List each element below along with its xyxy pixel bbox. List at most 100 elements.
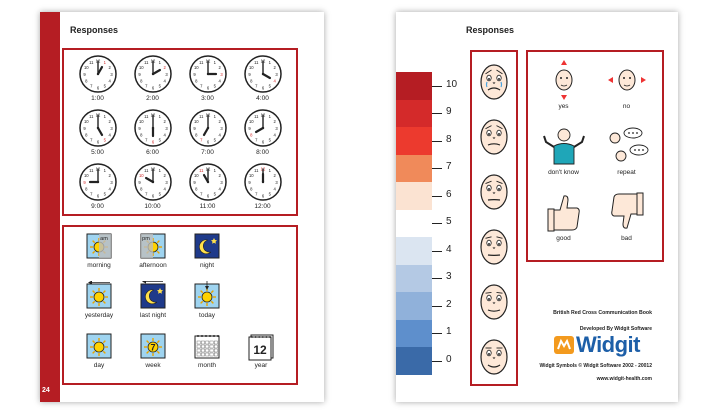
svg-text:1: 1 [268,114,271,119]
svg-text:6: 6 [151,193,154,198]
svg-text:8: 8 [250,187,253,192]
time-symbol-label: afternoon [139,262,167,269]
svg-text:7: 7 [90,83,93,88]
response-item[interactable]: good [532,190,595,256]
response-item[interactable]: bad [595,190,658,256]
svg-text:10: 10 [248,119,253,124]
svg-text:9: 9 [248,180,251,185]
svg-text:4: 4 [108,79,111,84]
widgit-logo-text: Widgit [576,332,641,357]
svg-text:6: 6 [96,193,99,198]
clock-item: 12345678910111211:00 [180,162,235,216]
svg-text:2: 2 [108,173,111,178]
svg-text:10: 10 [83,119,88,124]
svg-text:9: 9 [138,72,141,77]
time-symbol-label: today [199,312,215,319]
svg-text:1: 1 [158,114,161,119]
afternoon-icon: pm [140,233,166,259]
response-label: good [556,235,571,242]
time-symbol-item: am morning [72,231,126,281]
svg-text:2: 2 [163,65,166,70]
face-worried-icon [480,229,508,265]
svg-text:2: 2 [108,119,111,124]
svg-text:8: 8 [140,79,143,84]
svg-text:3: 3 [275,126,278,131]
svg-text:2: 2 [163,119,166,124]
svg-text:5: 5 [213,137,216,142]
pain-scale-segment [396,319,432,347]
clock-item: 1234567891011129:00 [70,162,125,216]
svg-text:11: 11 [199,114,204,119]
time-symbol-label: morning [87,262,111,269]
pain-scale-label: 2 [446,298,452,310]
clock-item: 1234567891011121:00 [70,54,125,108]
response-item[interactable]: don't know [532,124,595,190]
time-symbol-item: today [180,281,234,331]
svg-text:10: 10 [83,173,88,178]
svg-text:11: 11 [144,60,149,65]
empty-cell [234,231,288,281]
pain-scale-label: 10 [446,78,458,90]
clock-label: 11:00 [199,203,216,210]
time-symbol-item: pm afternoon [126,231,180,281]
svg-text:5: 5 [268,191,271,196]
response-item[interactable]: no [595,58,658,124]
svg-text:7: 7 [150,343,155,353]
svg-text:8: 8 [195,187,198,192]
response-label: bad [621,235,632,242]
svg-text:4: 4 [273,187,276,192]
week-icon: 7 [140,333,166,359]
night-icon [194,233,220,259]
clock-label: 5:00 [91,149,104,156]
svg-text:2: 2 [273,173,276,178]
red-side-band [40,12,60,402]
website-link[interactable]: www.widgit-health.com [596,376,652,382]
svg-text:9: 9 [193,126,196,131]
clock-item: 1234567891011125:00 [70,108,125,162]
shaking-head-icon [607,69,646,91]
svg-text:9: 9 [138,180,141,185]
svg-text:2: 2 [273,65,276,70]
svg-text:5: 5 [213,83,216,88]
clock-item: 1234567891011124:00 [235,54,290,108]
svg-text:6: 6 [96,139,99,144]
svg-text:5: 5 [268,83,271,88]
svg-text:6: 6 [261,139,264,144]
last-night-icon [140,281,166,309]
svg-text:8: 8 [195,79,198,84]
response-item[interactable]: yes [532,58,595,124]
svg-text:3: 3 [275,180,278,185]
pain-scale-segment [396,237,432,265]
svg-text:8: 8 [85,79,88,84]
pain-scale-label: 5 [446,216,452,228]
pain-scale-label: 8 [446,133,452,145]
pain-scale-tick [432,278,442,280]
svg-text:9: 9 [248,72,251,77]
svg-text:5: 5 [268,137,271,142]
time-symbol-item: 12 year [234,331,288,381]
svg-text:7: 7 [90,191,93,196]
svg-text:6: 6 [151,139,154,144]
time-symbol-item: 7 week [126,331,180,381]
clocks-panel: 1234567891011121:001234567891011122:0012… [62,48,298,216]
face-smile-icon [480,339,508,375]
thumbs-up-icon [547,195,580,232]
pain-scale-tick [432,360,442,362]
nodding-head-icon [555,60,572,100]
svg-text:2: 2 [108,65,111,70]
book-title: British Red Cross Communication Book [553,310,652,316]
svg-text:7: 7 [200,191,203,196]
pain-scale-segment [396,347,432,375]
svg-text:7: 7 [145,137,148,142]
clock-label: 8:00 [256,149,269,156]
pain-scale-segment [396,264,432,292]
response-item[interactable]: repeat [595,124,658,190]
responses-grid: yes no don't know repeat good bad [532,58,658,256]
svg-text:1: 1 [158,60,161,65]
svg-text:2: 2 [163,173,166,178]
